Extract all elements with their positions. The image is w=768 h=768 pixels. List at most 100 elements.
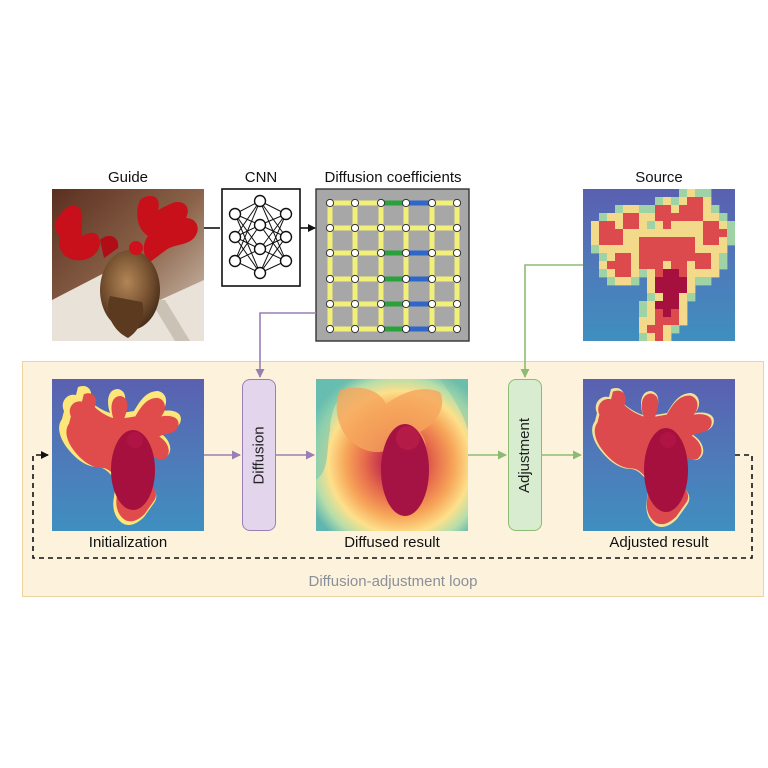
coefficients-label: Diffusion coefficients [324, 169, 462, 186]
source-pixel [655, 285, 664, 294]
source-pixel [663, 269, 672, 278]
source-pixel [631, 253, 640, 262]
source-pixel [679, 213, 688, 222]
source-pixel [687, 197, 696, 206]
source-pixel [703, 189, 712, 198]
coefficient-node [376, 248, 386, 258]
source-pixel [639, 325, 648, 334]
source-pixel [671, 309, 680, 318]
source-pixel [639, 245, 648, 254]
source-pixel [671, 277, 680, 286]
source-pixel [599, 253, 608, 262]
source-pixel [679, 253, 688, 262]
source-pixel [599, 213, 608, 222]
source-pixel [631, 269, 640, 278]
source-pixel [655, 293, 664, 302]
coefficient-node [401, 274, 411, 284]
source-pixel [655, 205, 664, 214]
diffusion-box: Diffusion [242, 379, 276, 531]
source-pixel [671, 213, 680, 222]
source-pixel [623, 253, 632, 262]
source-pixel [687, 269, 696, 278]
source-pixel [711, 245, 720, 254]
source-pixel [711, 229, 720, 238]
source-pixel [615, 245, 624, 254]
source-pixel [679, 205, 688, 214]
source-pixel [655, 269, 664, 278]
coefficient-node [401, 248, 411, 258]
source-pixel [631, 205, 640, 214]
source-pixel [695, 261, 704, 270]
source-pixel [679, 189, 688, 198]
source-pixel [647, 261, 656, 270]
source-pixel [703, 277, 712, 286]
source-pixel [663, 253, 672, 262]
source-pixel [703, 269, 712, 278]
source-pixel [679, 197, 688, 206]
coefficient-node [452, 274, 462, 284]
source-pixel [591, 229, 600, 238]
source-pixel [631, 261, 640, 270]
source-pixel [679, 237, 688, 246]
source-pixel [671, 237, 680, 246]
source-pixel [647, 221, 656, 230]
source-pixel [663, 333, 672, 341]
coefficient-node [376, 324, 386, 334]
source-pixel [703, 221, 712, 230]
source-pixel [591, 237, 600, 246]
source-pixel [679, 269, 688, 278]
source-pixel [687, 237, 696, 246]
source-pixel [687, 213, 696, 222]
source-pixel [639, 269, 648, 278]
source-pixel [679, 309, 688, 318]
coefficient-node [325, 274, 335, 284]
source-pixel [695, 277, 704, 286]
source-pixel [703, 261, 712, 270]
coefficient-node [325, 198, 335, 208]
source-pixel [647, 229, 656, 238]
diffused-label: Diffused result [344, 534, 440, 551]
source-pixel [679, 229, 688, 238]
coefficient-node [325, 324, 335, 334]
source-pixel [663, 309, 672, 318]
source-pixel [631, 245, 640, 254]
coefficient-node [376, 299, 386, 309]
source-pixel [631, 229, 640, 238]
source-pixel [623, 277, 632, 286]
source-pixel [647, 317, 656, 326]
source-pixel [663, 301, 672, 310]
source-pixel [591, 245, 600, 254]
source-pixel [695, 197, 704, 206]
diffused-image [316, 379, 468, 531]
coefficient-node [376, 274, 386, 284]
source-pixel [679, 221, 688, 230]
loop-back-dashed-arrow [32, 451, 753, 559]
coefficient-node [376, 223, 386, 233]
source-pixel [647, 309, 656, 318]
source-pixel [623, 245, 632, 254]
source-pixel [655, 197, 664, 206]
source-pixel [607, 277, 616, 286]
source-pixel [703, 205, 712, 214]
source-pixel [639, 301, 648, 310]
source-pixel [615, 269, 624, 278]
source-pixel [679, 317, 688, 326]
source-pixel [671, 229, 680, 238]
coefficient-node [452, 198, 462, 208]
source-pixel [671, 197, 680, 206]
source-pixel [639, 237, 648, 246]
source-pixel [607, 253, 616, 262]
source-pixel [703, 245, 712, 254]
source-pixel [719, 229, 728, 238]
source-pixel [655, 317, 664, 326]
source-pixel [623, 261, 632, 270]
source-pixel [615, 221, 624, 230]
source-pixel [671, 301, 680, 310]
coefficient-node [350, 198, 360, 208]
source-pixel [599, 261, 608, 270]
source-pixel [719, 245, 728, 254]
coefficient-node [427, 248, 437, 258]
source-pixel [615, 261, 624, 270]
source-pixel [639, 309, 648, 318]
source-pixel [647, 277, 656, 286]
